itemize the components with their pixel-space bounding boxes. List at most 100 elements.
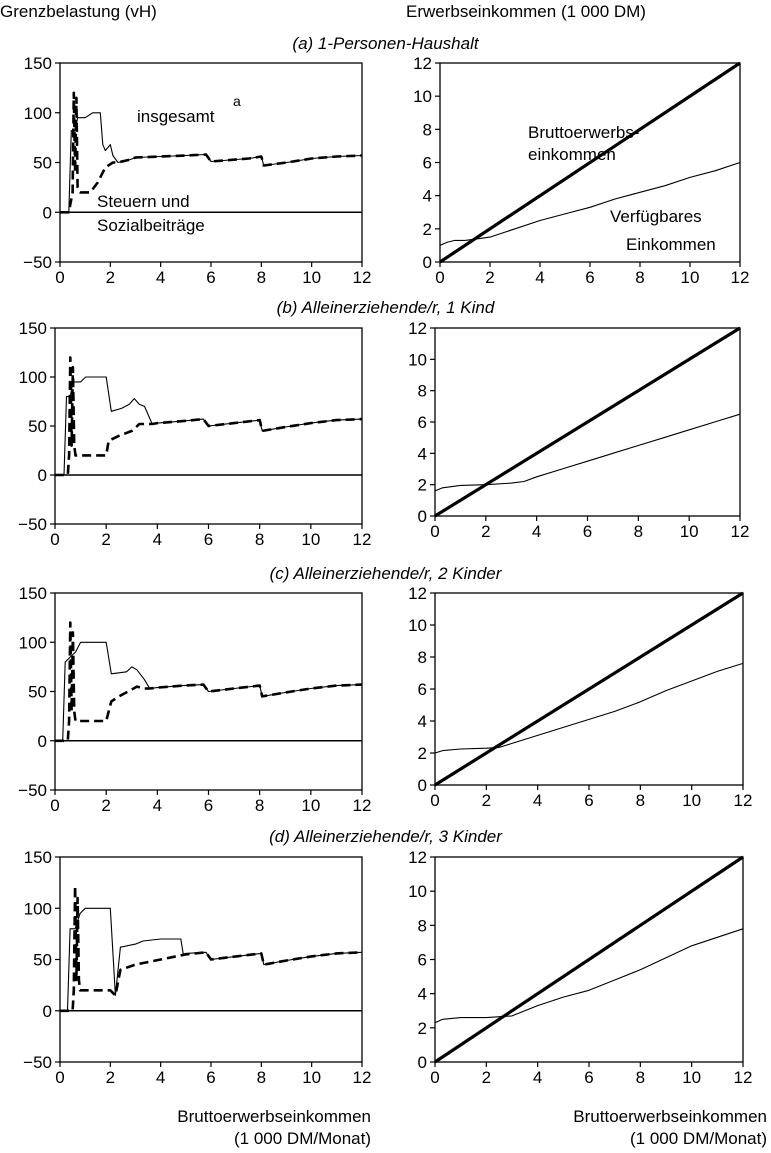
- series-line-disposable-income: [434, 928, 744, 1024]
- y-tick-label: 0: [418, 776, 427, 795]
- y-tick-label: 8: [418, 382, 427, 401]
- chart-annotation: insgesamt: [137, 107, 215, 126]
- x-tick-label: 2: [106, 1068, 115, 1087]
- series-line-taxes: [55, 356, 363, 477]
- x-tick-label: 2: [106, 268, 115, 287]
- chart-annotation: Sozialbeiträge: [97, 216, 205, 235]
- y-tick-label: 12: [408, 319, 427, 338]
- x-tick-label: 8: [257, 268, 266, 287]
- y-tick-label: 100: [24, 104, 52, 123]
- series-line-taxes: [55, 621, 363, 743]
- y-tick-label: 4: [418, 712, 427, 731]
- right-x-axis-title-line2: (1 000 DM/Monat): [630, 1129, 767, 1148]
- y-tick-label: 100: [19, 633, 47, 652]
- x-tick-label: 2: [485, 268, 494, 287]
- left-x-axis-title-line2: (1 000 DM/Monat): [234, 1129, 371, 1148]
- chart-a-income: 0 2 4 6 8 10 12 0 2 4 6 8 10 12 Bruttoerwerbs-einkomme…: [413, 54, 750, 287]
- series-line-total: [60, 112, 363, 213]
- y-tick-label: 150: [19, 319, 47, 338]
- series-line-gross-income: [434, 326, 741, 518]
- x-tick-label: 2: [482, 1068, 491, 1087]
- x-tick-label: 6: [206, 1068, 215, 1087]
- x-tick-label: 8: [255, 796, 264, 815]
- x-tick-label: 0: [430, 791, 439, 810]
- x-tick-label: 12: [731, 268, 750, 287]
- x-tick-label: 0: [50, 530, 59, 549]
- y-tick-label: 8: [418, 916, 427, 935]
- x-tick-label: 4: [533, 1068, 542, 1087]
- chart-d-income: 0 2 4 6 8 10 12 0 2 4 6 8 10 12: [408, 848, 752, 1087]
- chart-annotation: Einkommen: [626, 235, 716, 254]
- x-tick-label: 10: [682, 1068, 701, 1087]
- x-tick-label: 0: [55, 268, 64, 287]
- x-tick-label: 4: [532, 522, 541, 541]
- panel-a-subtitle: (a) 1-Personen-Haushalt: [292, 34, 479, 53]
- x-tick-label: 12: [353, 796, 372, 815]
- x-tick-label: 2: [101, 796, 110, 815]
- y-tick-label: 0: [43, 203, 52, 222]
- x-tick-label: 6: [204, 796, 213, 815]
- y-tick-label: 0: [418, 507, 427, 526]
- y-tick-label: 2: [418, 476, 427, 495]
- x-tick-label: 8: [636, 1068, 645, 1087]
- series-line-disposable-income: [434, 662, 744, 754]
- y-tick-label: 0: [418, 1053, 427, 1072]
- series-line-gross-income: [434, 591, 744, 787]
- series-line-disposable-income: [439, 161, 741, 246]
- y-tick-label: 8: [423, 120, 432, 139]
- x-tick-label: 6: [204, 530, 213, 549]
- series-line-gross-income: [434, 855, 744, 1064]
- y-tick-label: 50: [28, 683, 47, 702]
- y-tick-label: 6: [418, 413, 427, 432]
- chart-b-income: 0 2 4 6 8 10 12 0 2 4 6 8 10 12: [408, 319, 749, 541]
- y-tick-label: −50: [18, 515, 47, 534]
- y-tick-label: 0: [38, 466, 47, 485]
- x-tick-label: 8: [634, 522, 643, 541]
- y-tick-label: 12: [408, 584, 427, 603]
- panel-b-subtitle: (b) Alleinerziehende/r, 1 Kind: [276, 298, 495, 317]
- x-tick-label: 2: [481, 522, 490, 541]
- x-tick-label: 0: [430, 522, 439, 541]
- x-tick-label: 4: [156, 1068, 165, 1087]
- y-tick-label: 100: [19, 368, 47, 387]
- x-tick-label: 6: [206, 268, 215, 287]
- left-axis-title: Grenzbelastung (vH): [0, 2, 157, 21]
- y-tick-label: 0: [38, 732, 47, 751]
- y-tick-label: 50: [33, 154, 52, 173]
- y-tick-label: 50: [28, 417, 47, 436]
- x-tick-label: 6: [583, 522, 592, 541]
- y-tick-label: 12: [413, 54, 432, 73]
- chart-annotation: einkommen: [528, 145, 616, 164]
- x-tick-label: 10: [680, 522, 699, 541]
- y-tick-label: 2: [418, 744, 427, 763]
- chart-annotation: Verfügbares: [610, 207, 702, 226]
- x-tick-label: 6: [585, 268, 594, 287]
- y-tick-label: 6: [418, 951, 427, 970]
- x-tick-label: 2: [101, 530, 110, 549]
- x-tick-label: 8: [257, 1068, 266, 1087]
- right-x-axis-title: Bruttoerwerbseinkommen (1 000 DM/Monat): [573, 1106, 767, 1150]
- x-tick-label: 10: [301, 530, 320, 549]
- x-tick-label: 10: [301, 796, 320, 815]
- y-tick-label: −50: [23, 1053, 52, 1072]
- series-line-gross-income: [439, 61, 741, 264]
- x-tick-label: 0: [435, 268, 444, 287]
- x-tick-label: 8: [636, 791, 645, 810]
- y-tick-label: 6: [423, 154, 432, 173]
- left-x-axis-title: Bruttoerwerbseinkommen (1 000 DM/Monat): [177, 1106, 371, 1150]
- x-tick-label: 10: [682, 791, 701, 810]
- right-x-axis-title-line1: Bruttoerwerbseinkommen: [573, 1107, 767, 1126]
- y-tick-label: 2: [418, 1019, 427, 1038]
- y-tick-label: 10: [408, 616, 427, 635]
- y-tick-label: 8: [418, 648, 427, 667]
- y-tick-label: −50: [23, 253, 52, 272]
- y-tick-label: 12: [408, 848, 427, 867]
- x-tick-label: 6: [584, 1068, 593, 1087]
- x-tick-label: 12: [353, 530, 372, 549]
- x-tick-label: 12: [353, 1068, 372, 1087]
- x-tick-label: 4: [533, 791, 542, 810]
- y-tick-label: 0: [43, 1002, 52, 1021]
- chart-annotation: Bruttoerwerbs-: [528, 123, 639, 142]
